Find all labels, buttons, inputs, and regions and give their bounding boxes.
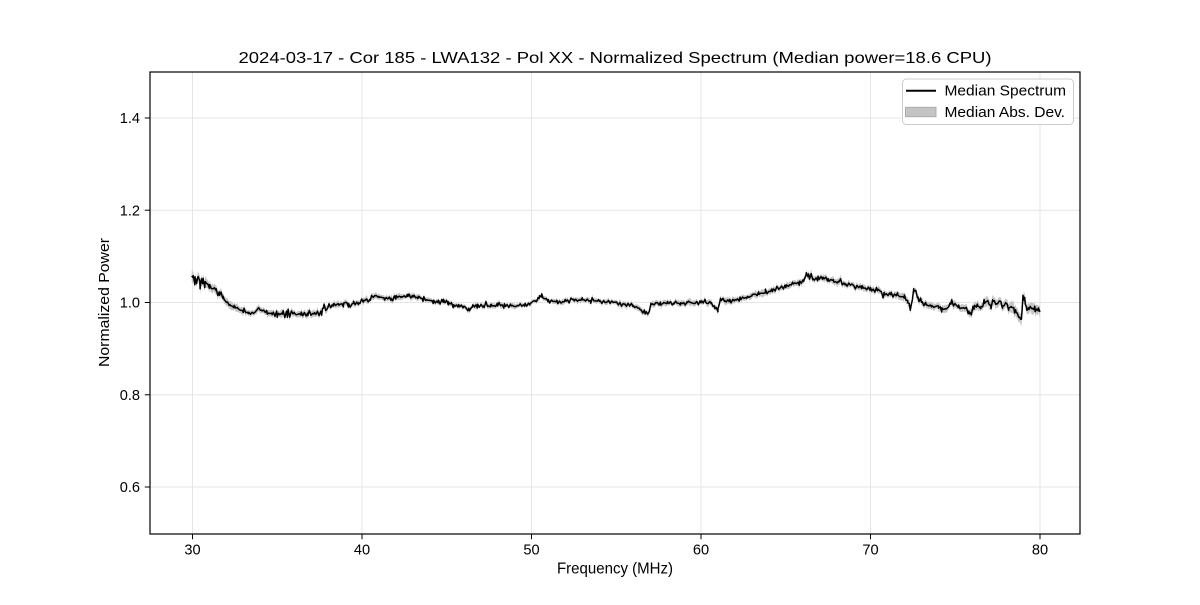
svg-text:1.2: 1.2 [120, 203, 140, 219]
svg-text:40: 40 [354, 543, 370, 559]
svg-text:70: 70 [862, 543, 878, 559]
svg-text:Median Spectrum: Median Spectrum [945, 84, 1067, 100]
svg-text:Normalized Power: Normalized Power [96, 238, 113, 367]
svg-text:Median Abs. Dev.: Median Abs. Dev. [945, 105, 1066, 121]
svg-text:30: 30 [184, 543, 200, 559]
svg-text:1.0: 1.0 [120, 296, 140, 312]
svg-text:0.8: 0.8 [120, 388, 140, 404]
svg-text:0.6: 0.6 [120, 480, 140, 496]
svg-text:Frequency (MHz): Frequency (MHz) [557, 561, 673, 578]
svg-text:80: 80 [1032, 543, 1048, 559]
svg-text:1.4: 1.4 [120, 111, 140, 127]
svg-text:60: 60 [693, 543, 709, 559]
svg-text:50: 50 [523, 543, 539, 559]
svg-text:2024-03-17 - Cor 185 - LWA132: 2024-03-17 - Cor 185 - LWA132 - Pol XX -… [239, 50, 992, 67]
